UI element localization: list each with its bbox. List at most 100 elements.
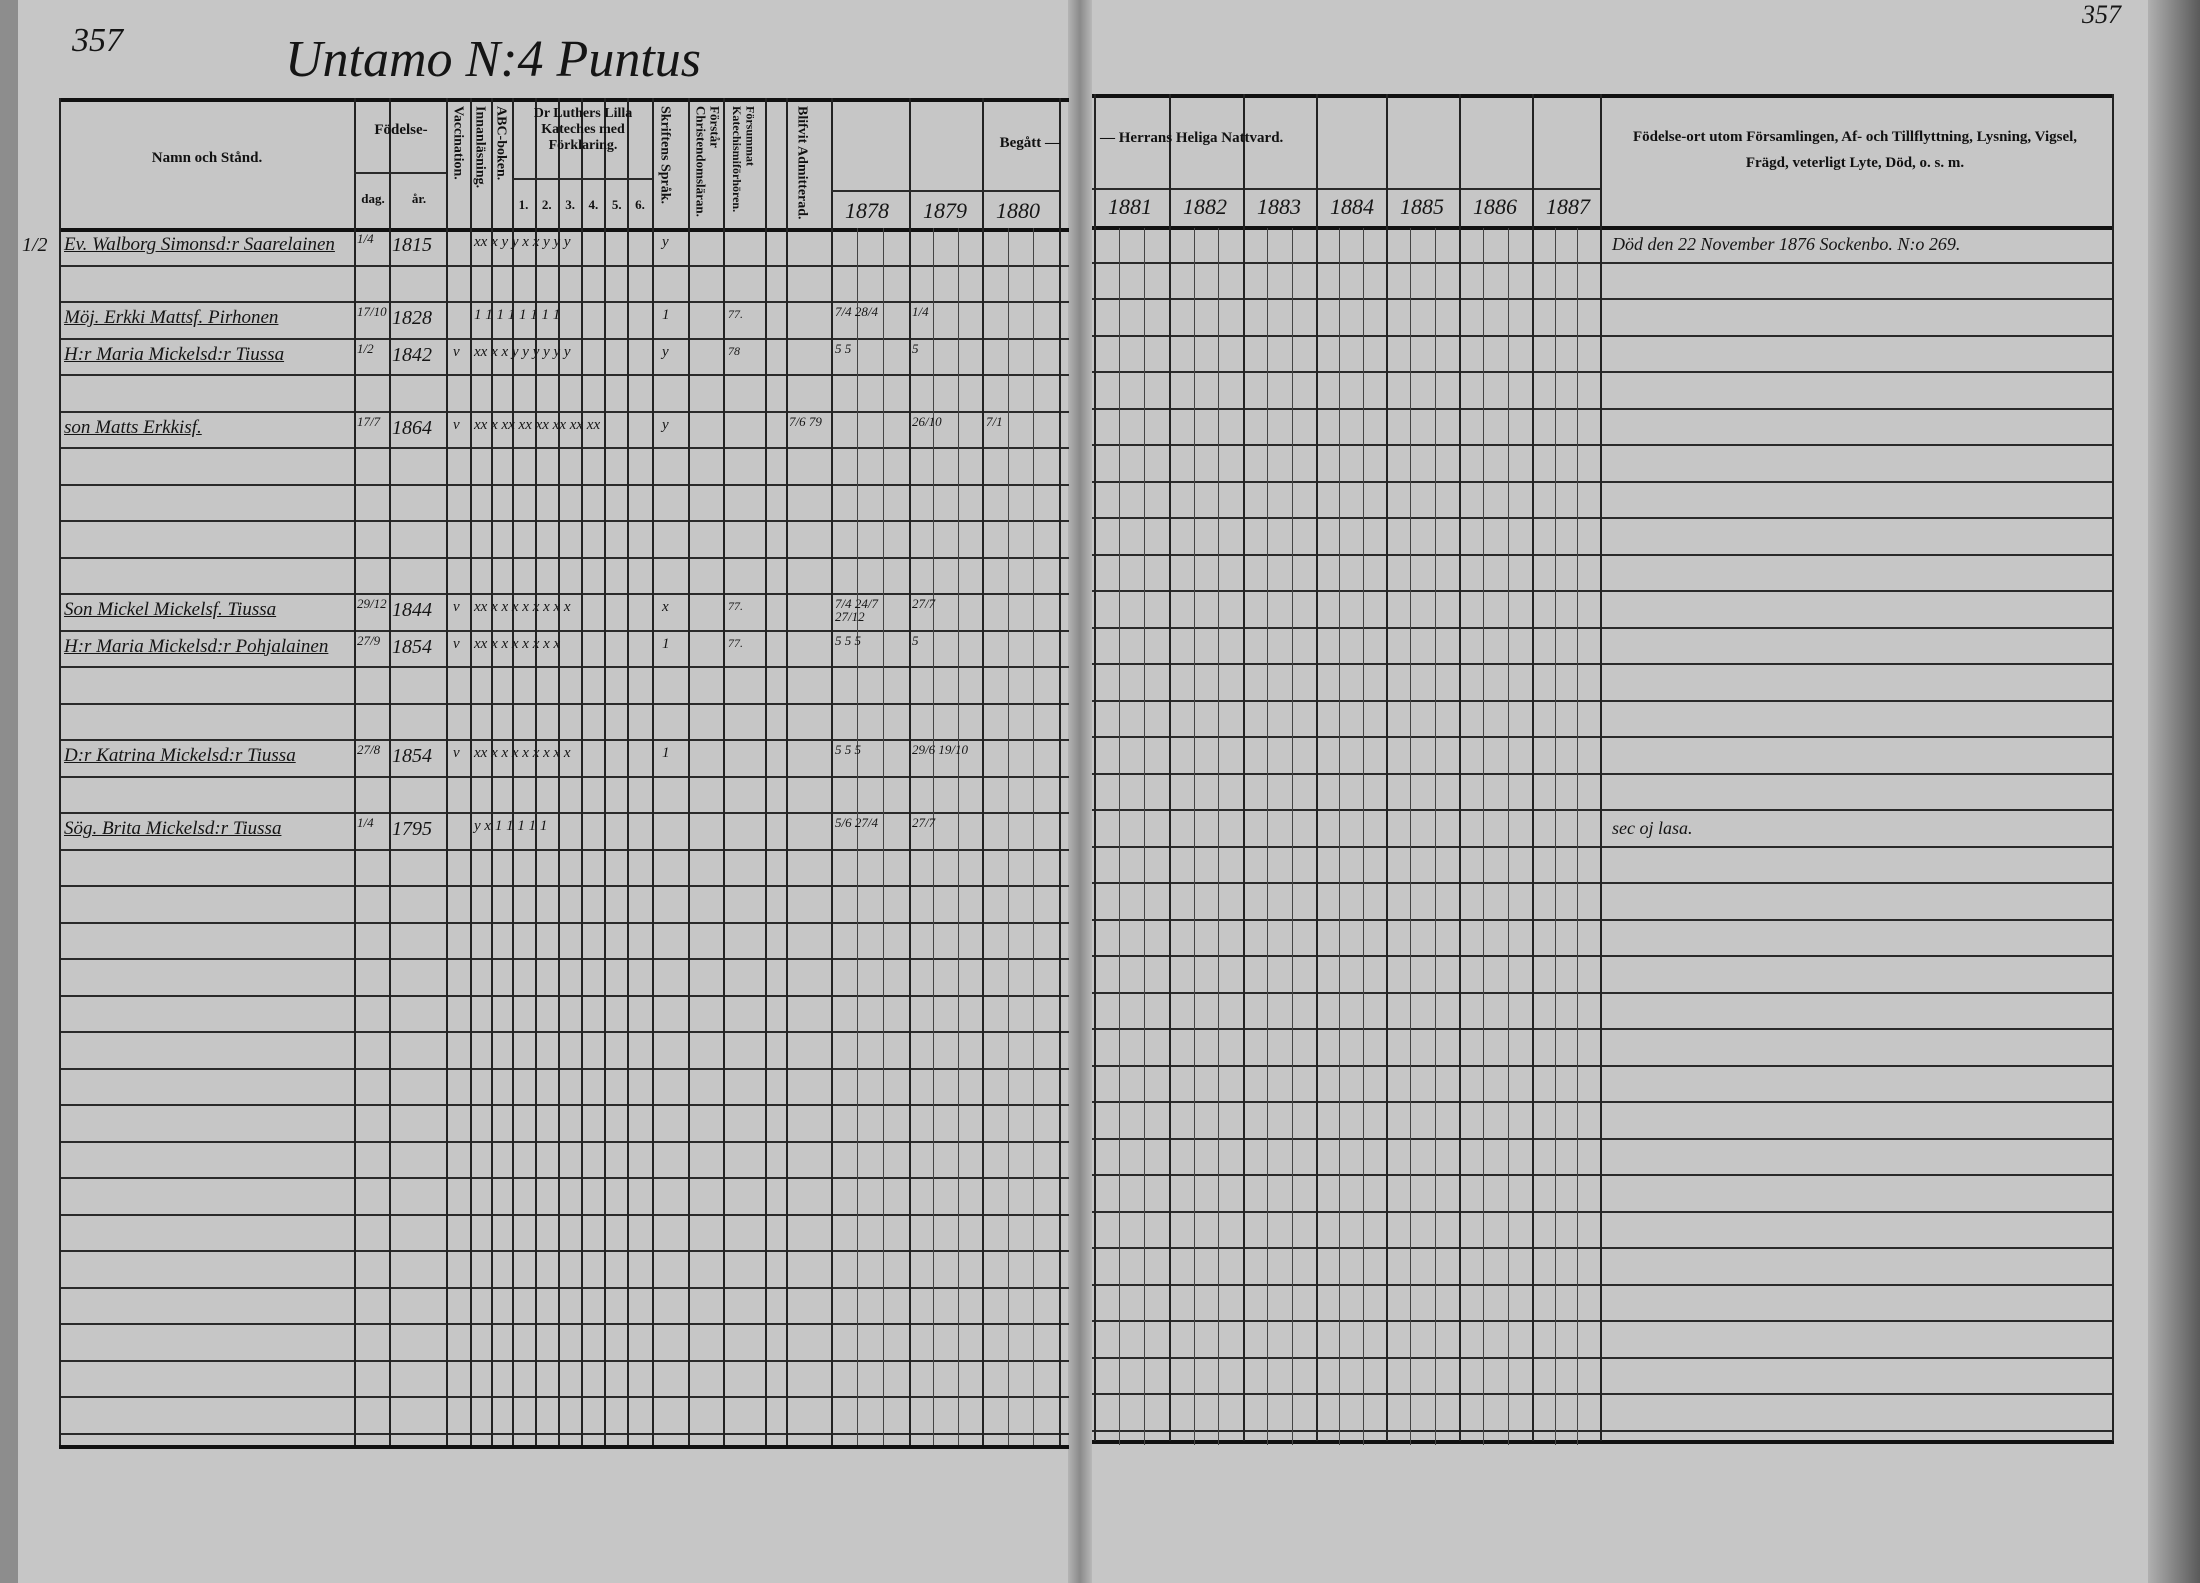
column-rule xyxy=(1059,98,1061,1445)
row-rule xyxy=(1092,298,2114,300)
row-rule xyxy=(59,556,1069,559)
row-rule xyxy=(59,1432,1069,1435)
catechism-part-2: 2. xyxy=(541,197,552,212)
row-rule xyxy=(59,483,1069,486)
reading-catechism-marks: xx x x y y y y y y xyxy=(474,343,571,360)
row-rule xyxy=(59,1286,1069,1289)
row-rule xyxy=(59,994,1069,997)
column-rule xyxy=(59,98,61,1445)
column-rule xyxy=(1243,94,1245,1441)
column-rule xyxy=(627,98,629,1445)
column-rule xyxy=(512,98,514,1445)
person-name: Son Mickel Mickelsf. Tiussa xyxy=(64,599,277,620)
birth-subheader-rule xyxy=(354,172,446,174)
row-rule xyxy=(59,702,1069,705)
row-rule xyxy=(59,1396,1069,1398)
row-rule xyxy=(59,1177,1069,1179)
row-rule xyxy=(59,848,1069,851)
header-birth-year: år. xyxy=(411,191,427,206)
row-rule xyxy=(1092,699,2114,702)
header-vaccination: Vaccination. xyxy=(450,106,466,180)
reading-catechism-marks: 1 1 1 1 1 1 1 1 xyxy=(474,307,561,323)
header-missed: Försummat Katechismiförhören. xyxy=(730,106,758,213)
column-rule xyxy=(1316,94,1318,1441)
column-rule xyxy=(652,98,654,1445)
row-rule xyxy=(1092,772,2114,775)
page-title: Untamo N:4 Puntus xyxy=(285,31,701,88)
reading-catechism-marks: xx x xx xx xx xx xx xx xyxy=(474,416,601,433)
row-rule xyxy=(59,885,1069,887)
birth-year: 1828 xyxy=(392,307,432,329)
scan-edge-left xyxy=(0,0,18,1583)
year-subcolumn-rule xyxy=(1291,228,1293,1445)
row-rule xyxy=(59,264,1069,267)
header-communion-left: Begått — xyxy=(999,135,1060,151)
birth-day: 1/4 xyxy=(357,231,374,246)
birth-day: 27/8 xyxy=(357,742,381,757)
column-rule xyxy=(765,98,767,1445)
column-rule xyxy=(1094,94,1096,1441)
header-communion-right: — Herrans Heliga Nattvard. xyxy=(1100,130,1284,146)
year-subcolumn-rule xyxy=(1119,228,1120,1445)
row-rule xyxy=(59,1031,1069,1033)
header-notes: Födelse-ort utom Församlingen, Af- och T… xyxy=(1632,129,2078,171)
header-catechism: Dr Luthers Lilla Kateches med Förklaring… xyxy=(533,106,633,154)
year-subcolumn-rule xyxy=(1434,228,1436,1445)
year-subcolumn-rule xyxy=(1267,228,1269,1445)
row-rule xyxy=(1092,334,2114,337)
row-rule xyxy=(1092,444,2114,446)
birth-day: 1/2 xyxy=(357,340,374,356)
missed-catechism: 77. xyxy=(728,307,743,321)
birth-year: 1842 xyxy=(392,343,432,366)
book-binding xyxy=(1068,0,1092,1583)
year-1881: 1881 xyxy=(1108,194,1152,219)
row-rule xyxy=(1092,1247,2114,1249)
vaccination-mark: v xyxy=(453,416,460,433)
birth-day: 1/4 xyxy=(357,815,374,830)
vaccination-mark: v xyxy=(453,343,460,360)
birth-day: 29/12 xyxy=(357,596,387,611)
row-rule xyxy=(1092,1393,2114,1395)
communion-dates: 5 5 5 xyxy=(835,742,861,757)
row-rule xyxy=(1092,1028,2114,1030)
table-top-rule xyxy=(1092,94,2114,98)
person-name: Möj. Erkki Mattsf. Pirhonen xyxy=(64,307,279,328)
row-rule xyxy=(1092,1210,2114,1213)
year-1885: 1885 xyxy=(1400,194,1444,219)
header-name: Namn och Stånd. xyxy=(151,150,263,166)
column-rule xyxy=(2112,94,2114,1441)
row-rule xyxy=(59,593,1069,595)
note-text: sec oj lasa. xyxy=(1612,818,1693,838)
communion-dates: 5/6 27/4 xyxy=(835,815,878,830)
missed-catechism: 77. xyxy=(728,599,743,613)
row-rule xyxy=(59,1323,1069,1325)
year-1880: 1880 xyxy=(996,198,1040,223)
column-rule xyxy=(470,98,472,1445)
row-rule xyxy=(59,1213,1069,1216)
year-1886: 1886 xyxy=(1473,194,1517,219)
year-subcolumn-rule xyxy=(1362,228,1364,1445)
communion-dates: 29/6 19/10 xyxy=(912,742,968,757)
row-rule xyxy=(59,812,1069,814)
row-rule xyxy=(59,666,1069,668)
row-rule xyxy=(1092,991,2114,994)
row-rule xyxy=(1092,626,2114,629)
column-rule xyxy=(1386,94,1388,1441)
scripture-mark: 1 xyxy=(662,307,670,323)
row-rule xyxy=(59,629,1069,632)
communion-dates: 1/4 xyxy=(912,304,929,319)
year-1883: 1883 xyxy=(1257,194,1301,219)
communion-dates: 27/7 xyxy=(912,596,936,611)
catechism-part-5: 5. xyxy=(611,197,622,212)
year-subcolumn-rule xyxy=(1193,228,1195,1445)
column-rule xyxy=(909,98,911,1445)
birth-day: 17/10 xyxy=(357,304,387,319)
scripture-mark: y xyxy=(662,416,669,433)
row-rule xyxy=(1092,261,2114,264)
row-rule xyxy=(1092,663,2114,665)
row-rule xyxy=(1092,1320,2114,1322)
column-rule xyxy=(491,98,493,1445)
birth-year: 1854 xyxy=(392,635,432,658)
year-subcolumn-rule xyxy=(857,228,858,1445)
person-name: Ev. Walborg Simonsd:r Saarelainen xyxy=(64,234,335,255)
